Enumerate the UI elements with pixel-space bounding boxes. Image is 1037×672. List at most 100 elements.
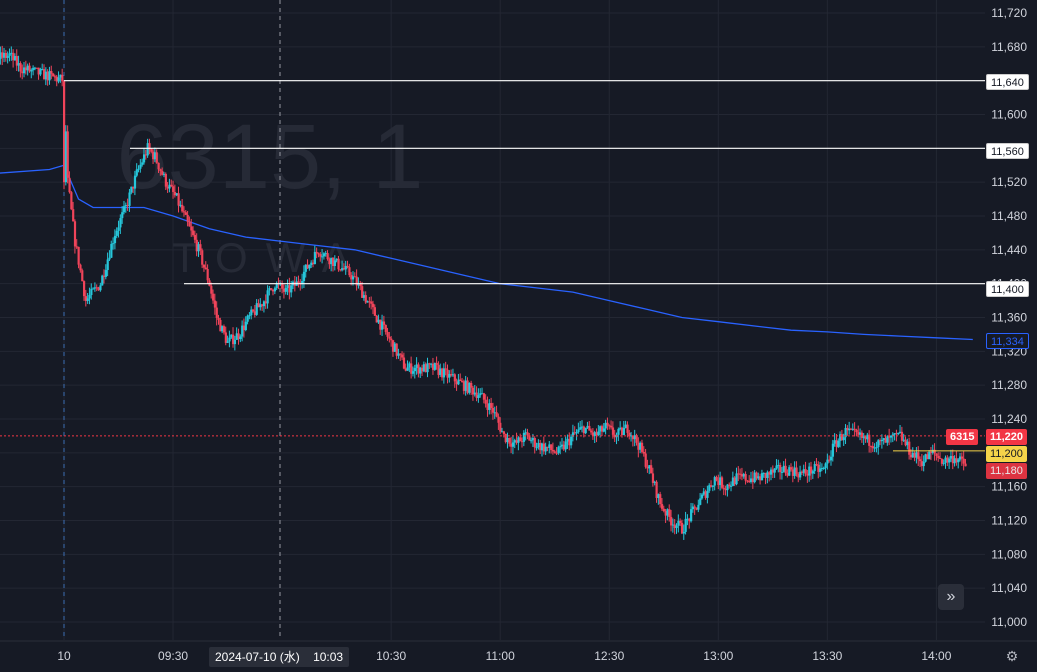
candle-body bbox=[159, 169, 162, 171]
candle-body bbox=[531, 438, 535, 441]
candle-body bbox=[202, 264, 206, 268]
candle-body bbox=[255, 303, 258, 315]
candle-body bbox=[753, 472, 756, 483]
candle-body bbox=[8, 53, 11, 56]
candle-body bbox=[755, 472, 758, 479]
candle-body bbox=[442, 368, 446, 378]
candle-body bbox=[613, 434, 616, 438]
scroll-to-realtime-button[interactable]: » bbox=[938, 584, 964, 610]
candle-body bbox=[119, 218, 122, 228]
candle-body bbox=[722, 487, 725, 489]
candle-body bbox=[730, 485, 733, 487]
candle-body bbox=[506, 437, 509, 443]
candle-body bbox=[942, 462, 945, 464]
candle-body bbox=[4, 52, 8, 58]
x-tick-label: 14:00 bbox=[921, 649, 951, 663]
candle-body bbox=[690, 509, 693, 522]
candle-body bbox=[357, 283, 360, 286]
candle-body bbox=[710, 485, 713, 487]
hline-label-11560[interactable]: 11,560 bbox=[986, 143, 1029, 159]
candle-body bbox=[715, 477, 718, 481]
candle-body bbox=[779, 464, 782, 473]
y-tick-label: 11,600 bbox=[991, 108, 1027, 122]
candle-body bbox=[253, 311, 257, 315]
candle-body bbox=[415, 364, 418, 369]
hline-label-11400[interactable]: 11,400 bbox=[986, 281, 1029, 297]
candle-body bbox=[853, 428, 856, 430]
candle-body bbox=[651, 473, 655, 483]
candle-body bbox=[201, 250, 204, 265]
candle-body bbox=[757, 476, 760, 479]
candle-body bbox=[470, 382, 473, 388]
candle-body bbox=[768, 472, 771, 475]
candle-body bbox=[144, 154, 147, 156]
candle-body bbox=[399, 353, 402, 355]
x-tick-label: 11:00 bbox=[486, 649, 515, 663]
candle-body bbox=[46, 71, 49, 81]
y-tick-label: 11,720 bbox=[991, 6, 1027, 20]
candle-body bbox=[706, 490, 709, 498]
settings-gear-icon[interactable]: ⚙ bbox=[1005, 648, 1019, 664]
candle-body bbox=[893, 433, 896, 435]
candle-body bbox=[26, 65, 29, 71]
horizontal-lines[interactable] bbox=[64, 80, 985, 285]
hline-label-11640[interactable]: 11,640 bbox=[986, 74, 1029, 90]
candle-body bbox=[457, 379, 460, 385]
y-tick-label: 11,240 bbox=[991, 412, 1027, 426]
candle-body bbox=[750, 478, 753, 482]
candle-body bbox=[377, 319, 380, 323]
candle-body bbox=[406, 367, 409, 371]
candle-body bbox=[282, 288, 286, 292]
candle-body bbox=[668, 509, 671, 517]
candle-body bbox=[635, 435, 638, 443]
candle-body bbox=[857, 432, 860, 435]
candle-body bbox=[886, 436, 889, 443]
candle-body bbox=[350, 275, 353, 280]
candle-body bbox=[795, 467, 798, 474]
candle-body bbox=[0, 52, 2, 59]
candle-body bbox=[868, 434, 871, 446]
candle-body bbox=[606, 422, 609, 426]
candle-body bbox=[557, 447, 560, 453]
candle-body bbox=[817, 464, 820, 472]
candle-body bbox=[499, 422, 502, 432]
candle-body bbox=[388, 336, 391, 339]
candle-body bbox=[813, 464, 816, 472]
candle-body bbox=[590, 430, 593, 433]
candle-body bbox=[473, 392, 476, 395]
candle-body bbox=[686, 518, 689, 520]
candle-body bbox=[192, 230, 195, 236]
candle-body bbox=[426, 363, 429, 373]
candle-body bbox=[591, 432, 595, 437]
candle-body bbox=[548, 444, 551, 448]
candle-body bbox=[48, 71, 51, 81]
candle-body bbox=[840, 434, 844, 441]
candle-body bbox=[535, 447, 538, 449]
last-price-tag: 11,220 bbox=[986, 429, 1028, 445]
candle-body bbox=[568, 438, 571, 446]
y-tick-label: 11,120 bbox=[991, 514, 1027, 528]
candle-body bbox=[90, 288, 93, 296]
candle-body bbox=[73, 221, 77, 247]
candle-body bbox=[844, 427, 847, 438]
time-axis[interactable]: 10 09:30 10:30 11:00 12:30 13:00 13:30 14:00 bbox=[57, 649, 951, 663]
candle-body bbox=[44, 71, 48, 80]
candle-body bbox=[475, 392, 478, 398]
candle-body bbox=[404, 368, 407, 371]
candle-body bbox=[15, 56, 18, 66]
candle-body bbox=[546, 446, 549, 448]
candle-body bbox=[379, 319, 382, 330]
candle-body bbox=[117, 227, 120, 231]
candle-body bbox=[659, 494, 662, 505]
candle-body bbox=[517, 437, 520, 443]
candle-body bbox=[595, 432, 598, 436]
candle-body bbox=[964, 463, 967, 467]
crosshair-time: 10:03 bbox=[313, 650, 344, 664]
candle-body bbox=[215, 307, 218, 318]
candle-body bbox=[759, 476, 762, 481]
yellow-price-tag: 11,200 bbox=[986, 446, 1027, 462]
price-axis[interactable]: 11,00011,04011,08011,12011,16011,20011,2… bbox=[991, 6, 1027, 629]
candle-body bbox=[37, 67, 40, 75]
